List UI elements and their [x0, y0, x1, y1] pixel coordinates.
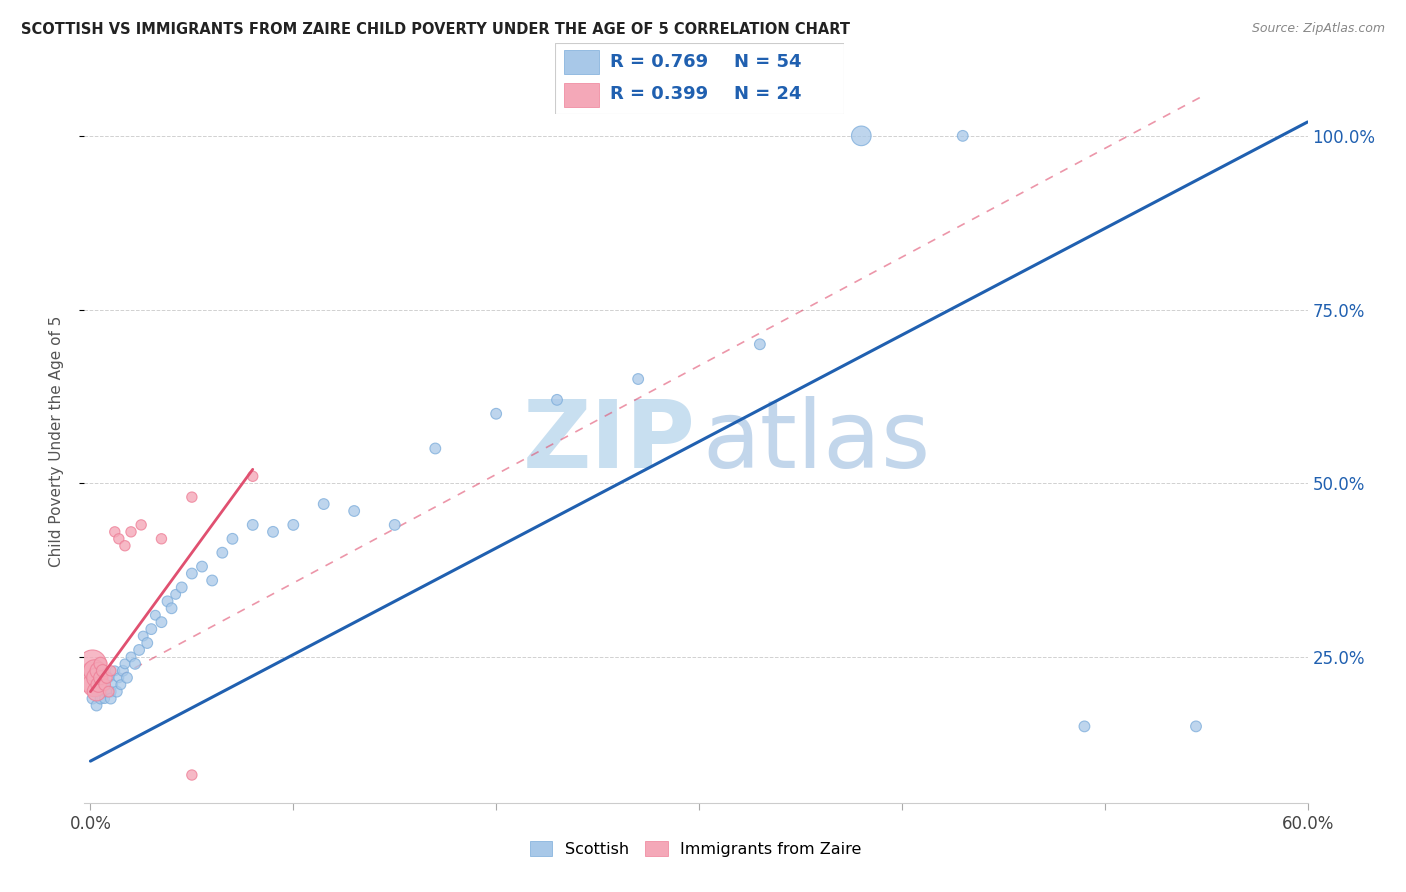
- Point: [82, 691, 104, 706]
- Point: [242, 517, 264, 532]
- Point: [86, 684, 108, 698]
- Point: [100, 664, 122, 678]
- Point: [191, 559, 214, 574]
- Point: [90, 691, 112, 706]
- Point: [90, 678, 112, 692]
- Point: [262, 524, 284, 539]
- FancyBboxPatch shape: [564, 83, 599, 107]
- Legend: Scottish, Immigrants from Zaire: Scottish, Immigrants from Zaire: [523, 835, 869, 863]
- Point: [91, 684, 114, 698]
- Point: [86, 684, 108, 698]
- Point: [283, 517, 305, 532]
- Point: [627, 372, 650, 386]
- Point: [83, 664, 105, 678]
- Point: [124, 657, 146, 671]
- Point: [114, 539, 136, 553]
- Point: [952, 128, 974, 143]
- Point: [150, 532, 173, 546]
- FancyBboxPatch shape: [555, 43, 844, 114]
- Point: [180, 566, 202, 581]
- Point: [104, 524, 127, 539]
- Point: [110, 678, 132, 692]
- Point: [83, 678, 105, 692]
- Point: [93, 678, 115, 692]
- Point: [141, 622, 163, 636]
- Point: [96, 671, 118, 685]
- Point: [156, 594, 179, 608]
- Text: N = 24: N = 24: [734, 86, 801, 103]
- Point: [82, 671, 104, 685]
- Point: [748, 337, 770, 351]
- Point: [128, 643, 150, 657]
- Y-axis label: Child Poverty Under the Age of 5: Child Poverty Under the Age of 5: [49, 316, 63, 567]
- Point: [1185, 719, 1208, 733]
- Point: [150, 615, 173, 630]
- Point: [312, 497, 335, 511]
- Point: [93, 678, 115, 692]
- Point: [143, 608, 166, 623]
- Point: [97, 671, 120, 685]
- Point: [165, 587, 187, 601]
- Point: [132, 629, 155, 643]
- Point: [86, 698, 108, 713]
- Point: [384, 517, 406, 532]
- Point: [180, 768, 202, 782]
- Text: Source: ZipAtlas.com: Source: ZipAtlas.com: [1251, 22, 1385, 36]
- Point: [120, 649, 142, 664]
- Point: [100, 691, 122, 706]
- Point: [90, 671, 112, 685]
- Point: [91, 664, 114, 678]
- Point: [100, 684, 122, 698]
- Point: [105, 684, 128, 698]
- Text: R = 0.399: R = 0.399: [610, 86, 709, 103]
- Point: [101, 678, 124, 692]
- Point: [90, 657, 112, 671]
- Point: [129, 517, 152, 532]
- Text: R = 0.769: R = 0.769: [610, 54, 709, 71]
- Point: [83, 678, 105, 692]
- Point: [114, 657, 136, 671]
- Point: [120, 524, 142, 539]
- Text: SCOTTISH VS IMMIGRANTS FROM ZAIRE CHILD POVERTY UNDER THE AGE OF 5 CORRELATION C: SCOTTISH VS IMMIGRANTS FROM ZAIRE CHILD …: [21, 22, 851, 37]
- Point: [82, 657, 104, 671]
- Point: [87, 664, 110, 678]
- Text: atlas: atlas: [702, 395, 931, 488]
- Point: [160, 601, 183, 615]
- Point: [170, 581, 193, 595]
- Point: [851, 128, 873, 143]
- Point: [104, 664, 127, 678]
- Point: [93, 691, 115, 706]
- Point: [136, 636, 159, 650]
- Point: [211, 546, 233, 560]
- Point: [108, 671, 131, 685]
- Point: [115, 671, 138, 685]
- Point: [546, 392, 568, 407]
- Point: [242, 469, 264, 483]
- FancyBboxPatch shape: [564, 50, 599, 74]
- Point: [96, 684, 118, 698]
- Point: [87, 671, 110, 685]
- Point: [221, 532, 243, 546]
- Point: [485, 407, 508, 421]
- Text: ZIP: ZIP: [523, 395, 696, 488]
- Point: [108, 532, 131, 546]
- Point: [1073, 719, 1095, 733]
- Point: [180, 490, 202, 504]
- Point: [87, 678, 110, 692]
- Point: [86, 671, 108, 685]
- Point: [425, 442, 447, 456]
- Text: N = 54: N = 54: [734, 54, 801, 71]
- Point: [97, 684, 120, 698]
- Point: [343, 504, 366, 518]
- Point: [201, 574, 224, 588]
- Point: [111, 664, 134, 678]
